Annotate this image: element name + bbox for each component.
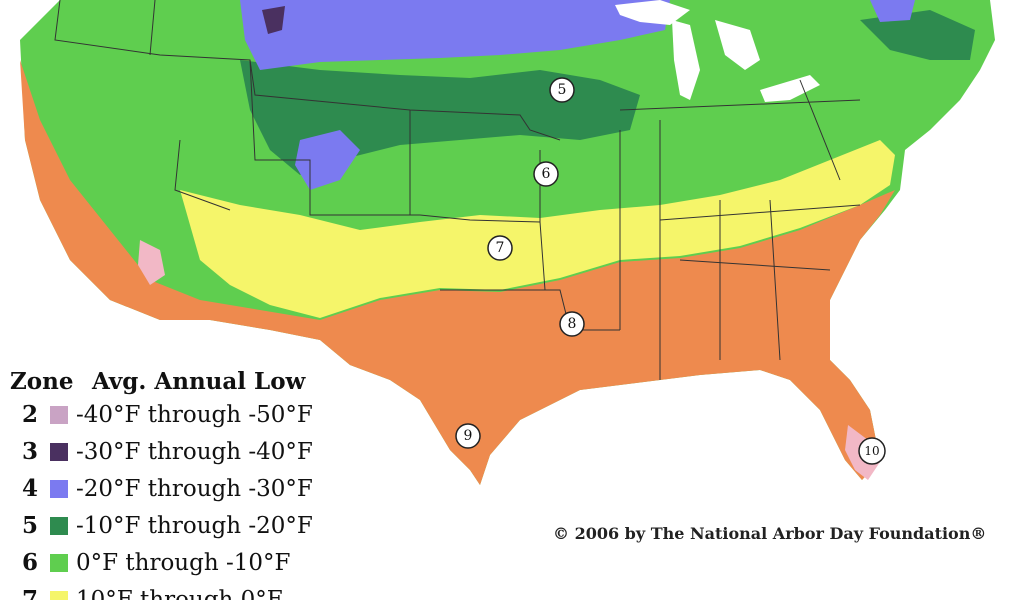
zone-marker-label: 5 (558, 82, 567, 98)
zone5-northeast (860, 10, 975, 60)
legend-color-swatch (50, 442, 68, 461)
zone-marker-label: 10 (864, 444, 879, 458)
lake-superior (615, 0, 690, 25)
legend-temperature-range: 0°F through -10°F (76, 549, 291, 576)
legend-zone-number: 5 (21, 512, 38, 539)
zone-marker-10: 10 (858, 437, 886, 465)
legend-color-swatch (50, 405, 68, 424)
zone4-northeast (870, 0, 915, 22)
legend-zone-number: 6 (21, 549, 38, 576)
legend-temperature-range: -30°F through -40°F (76, 438, 313, 465)
legend-row-zone-2: 2 -40°F through -50°F (8, 396, 313, 433)
zone-marker-label: 7 (496, 240, 505, 256)
zone-legend: Zone Avg. Annual Low 2 -40°F through -50°… (8, 366, 313, 600)
legend-color-swatch (50, 516, 68, 535)
zone4-region (240, 0, 670, 70)
copyright-notice: © 2006 by The National Arbor Day Foundat… (553, 524, 987, 543)
state-borders (54, 0, 861, 380)
zone-marker-label: 8 (568, 316, 577, 332)
legend-zone-number: 7 (21, 586, 38, 600)
zone10-california (138, 240, 165, 285)
legend-temperature-range: -10°F through -20°F (76, 512, 313, 539)
legend-temperature-range: 10°F through 0°F (76, 586, 283, 600)
legend-row-zone-7: 7 10°F through 0°F (8, 581, 313, 600)
legend-temperature-range: -40°F through -50°F (76, 401, 313, 428)
zone-marker-6: 6 (533, 161, 559, 187)
legend-zone-number: 2 (21, 401, 38, 428)
legend-zone-number: 4 (21, 475, 38, 502)
zone7-region (180, 140, 895, 318)
legend-rows: 2 -40°F through -50°F 3 -30°F through -40°F… (8, 396, 313, 600)
zone-marker-9: 9 (455, 423, 481, 449)
legend-header: Zone Avg. Annual Low (8, 366, 313, 396)
zone4-mountains (295, 130, 360, 190)
legend-temperature-range: -20°F through -30°F (76, 475, 313, 502)
lake-michigan (672, 20, 700, 100)
legend-header-low: Avg. Annual Low (92, 367, 306, 395)
legend-row-zone-3: 3 -30°F through -40°F (8, 433, 313, 470)
zone-marker-8: 8 (559, 311, 585, 337)
zone3-region (262, 6, 285, 34)
legend-row-zone-4: 4 -20°F through -30°F (8, 470, 313, 507)
lake-huron (715, 20, 760, 70)
legend-color-swatch (50, 479, 68, 498)
legend-header-zone: Zone (10, 367, 74, 395)
legend-color-swatch (50, 553, 68, 572)
legend-row-zone-6: 6 0°F through -10°F (8, 544, 313, 581)
zone-marker-label: 6 (542, 166, 551, 182)
zone-marker-label: 9 (464, 428, 473, 444)
legend-color-swatch (50, 590, 68, 600)
legend-row-zone-5: 5 -10°F through -20°F (8, 507, 313, 544)
lake-erie (760, 75, 820, 102)
legend-zone-number: 3 (21, 438, 38, 465)
zone-marker-7: 7 (487, 235, 513, 261)
zone-marker-5: 5 (549, 77, 575, 103)
